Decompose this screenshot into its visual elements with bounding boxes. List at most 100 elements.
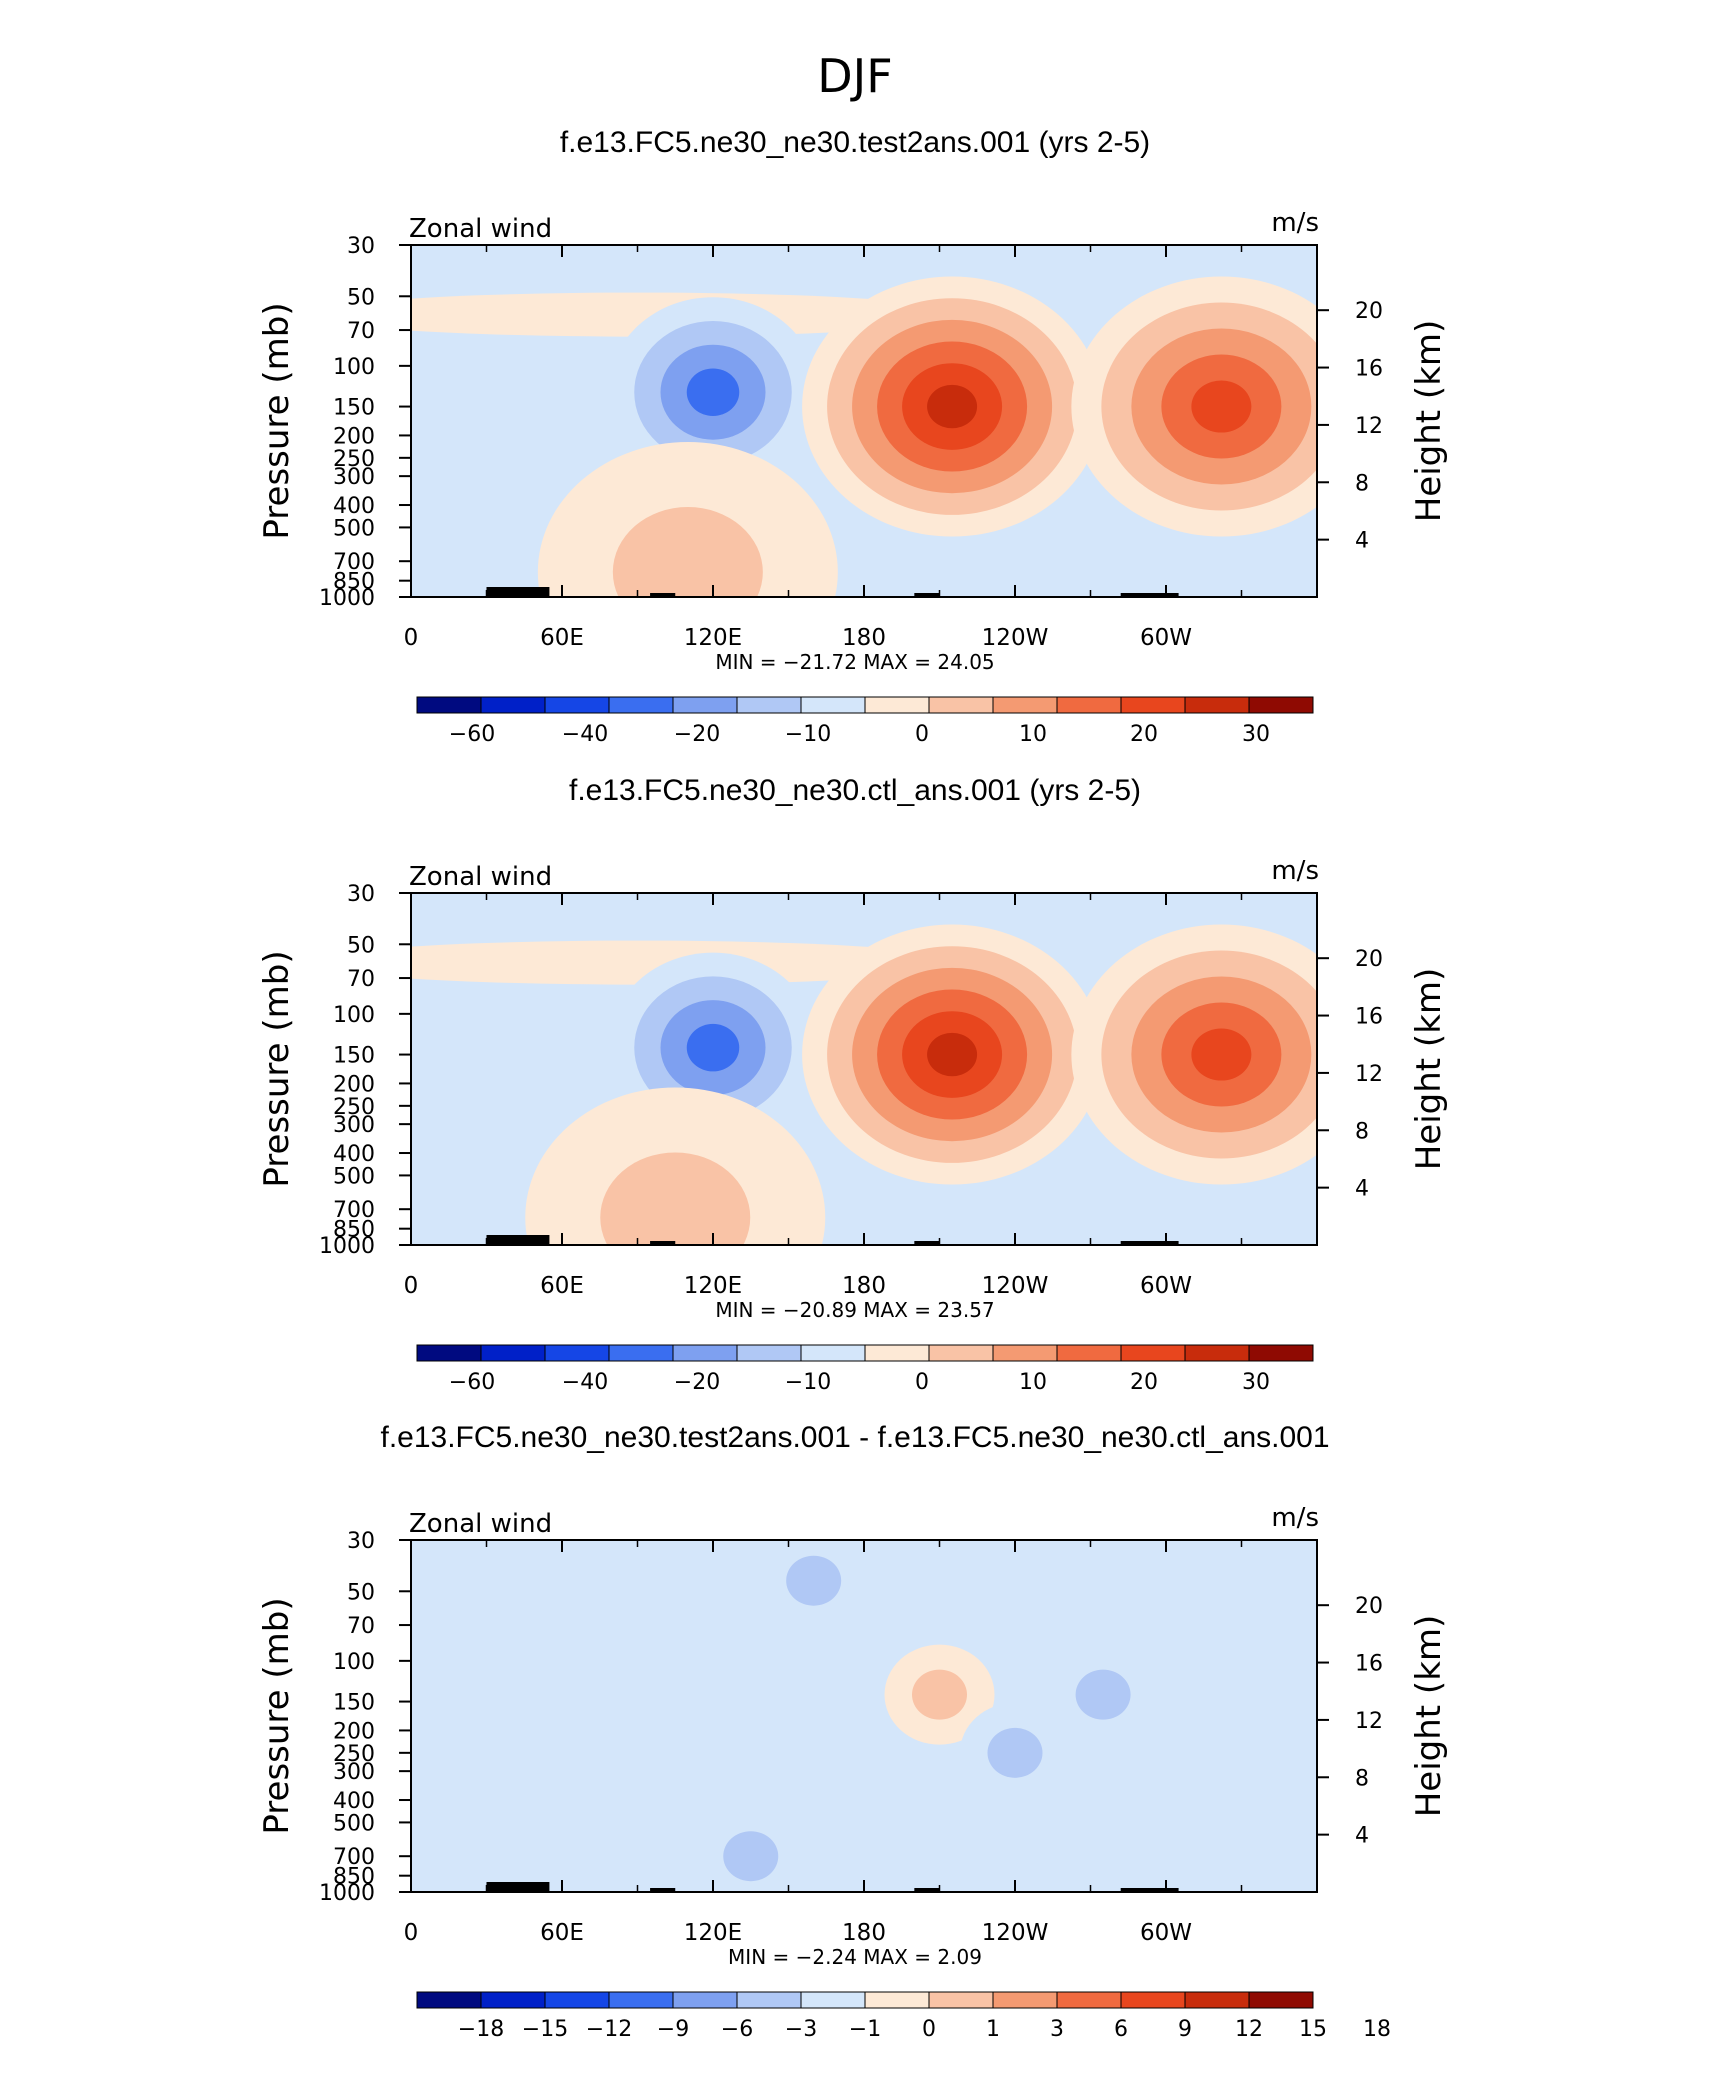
min-max-stats: MIN = −21.72 MAX = 24.05 <box>715 650 994 674</box>
y-tick-label: 850 <box>333 1865 375 1890</box>
y-tick-label: 150 <box>333 1044 375 1069</box>
y-tick-label: 250 <box>333 447 375 472</box>
topography <box>650 1888 676 1892</box>
topography <box>486 587 550 597</box>
x-tick-label: 60W <box>1140 625 1192 651</box>
y-tick-label: 1000 <box>319 1234 375 1259</box>
topography <box>650 1241 676 1245</box>
colorbar-box <box>416 1991 482 2009</box>
colorbar-box <box>1056 696 1122 714</box>
y-tick-label: 100 <box>333 1650 375 1675</box>
colorbar-box <box>608 1344 674 1362</box>
right-tick-label: 16 <box>1355 1652 1383 1677</box>
colorbar-box <box>864 1991 930 2009</box>
colorbar-box <box>928 1344 994 1362</box>
y-tick-label: 250 <box>333 1742 375 1767</box>
colorbar-box <box>736 1344 802 1362</box>
figure-title: DJF <box>817 49 892 103</box>
y-tick-label: 400 <box>333 1789 375 1814</box>
min-max-stats: MIN = −20.89 MAX = 23.57 <box>715 1298 994 1322</box>
y-tick-label: 30 <box>347 1529 375 1554</box>
right-tick-label: 8 <box>1355 1766 1369 1791</box>
y-axis-title: Pressure (mb) <box>257 302 297 539</box>
y-tick-label: 200 <box>333 1719 375 1744</box>
colorbar-label: 6 <box>1114 2017 1128 2042</box>
right-tick-label: 12 <box>1355 1709 1383 1734</box>
left-corner-label: Zonal wind <box>409 1509 552 1539</box>
colorbar-label: 1 <box>986 2017 1000 2042</box>
colorbar-box <box>800 1991 866 2009</box>
contour-feature-1-level-3 <box>686 368 740 416</box>
y-tick-label: 150 <box>333 1691 375 1716</box>
y-tick-label: 300 <box>333 1113 375 1138</box>
colorbar-box <box>928 1991 994 2009</box>
contour-feature-2-level-1 <box>987 1727 1043 1778</box>
topography <box>650 593 676 597</box>
colorbar-label: 9 <box>1178 2017 1192 2042</box>
y-tick-label: 70 <box>347 967 375 992</box>
y-axis-title-right: Height (km) <box>1409 1615 1449 1818</box>
contour-feature-1-level-3 <box>686 1023 740 1072</box>
colorbar-label: −60 <box>449 722 495 747</box>
x-tick-label: 120E <box>684 625 742 651</box>
right-tick-label: 4 <box>1355 1177 1369 1202</box>
colorbar-label: 10 <box>1019 722 1047 747</box>
y-tick-label: 30 <box>347 882 375 907</box>
x-tick-label: 0 <box>404 1920 419 1946</box>
colorbar-label: 30 <box>1242 722 1270 747</box>
right-tick-label: 8 <box>1355 471 1369 496</box>
topography <box>1120 1888 1179 1892</box>
colorbar-box <box>864 1344 930 1362</box>
topography <box>1120 1241 1179 1245</box>
y-tick-label: 200 <box>333 424 375 449</box>
contour-field <box>411 924 1317 1245</box>
colorbar-label: 0 <box>915 1370 929 1395</box>
colorbar-label: −3 <box>785 2017 817 2042</box>
chart-panel-1: f.e13.FC5.ne30_ne30.test2ans.001 (yrs 2-… <box>257 126 1449 747</box>
topography <box>1120 593 1179 597</box>
x-tick-label: 60E <box>540 1273 584 1299</box>
x-tick-label: 120E <box>684 1920 742 1946</box>
colorbar-box <box>1248 1344 1314 1362</box>
colorbar-box <box>1120 1344 1186 1362</box>
contour-feature-3-level-1 <box>1075 1669 1131 1720</box>
y-tick-label: 100 <box>333 355 375 380</box>
panel-title: f.e13.FC5.ne30_ne30.ctl_ans.001 (yrs 2-5… <box>569 774 1141 807</box>
colorbar-label: −6 <box>721 2017 753 2042</box>
colorbar-label: −18 <box>458 2017 504 2042</box>
chart-panel-2: f.e13.FC5.ne30_ne30.ctl_ans.001 (yrs 2-5… <box>257 774 1449 1395</box>
colorbar-box <box>672 696 738 714</box>
contour-feature-3-level-4 <box>1191 1028 1252 1081</box>
y-tick-label: 30 <box>347 234 375 259</box>
y-tick-label: 50 <box>347 285 375 310</box>
contour-field <box>411 276 1317 597</box>
colorbar-box <box>480 1991 546 2009</box>
panel-title: f.e13.FC5.ne30_ne30.test2ans.001 - f.e13… <box>380 1421 1329 1454</box>
panel-title: f.e13.FC5.ne30_ne30.test2ans.001 (yrs 2-… <box>560 126 1150 159</box>
x-tick-label: 120E <box>684 1273 742 1299</box>
left-corner-label: Zonal wind <box>409 862 552 892</box>
contour-feature-4-level-1 <box>600 1152 751 1245</box>
y-tick-label: 700 <box>333 550 375 575</box>
y-tick-label: 70 <box>347 319 375 344</box>
colorbar-box <box>608 1991 674 2009</box>
right-tick-label: 16 <box>1355 357 1383 382</box>
x-tick-label: 60E <box>540 625 584 651</box>
colorbar-box <box>992 1344 1058 1362</box>
contour-feature-4-level-1 <box>612 507 763 597</box>
contour-feature-2-level-5 <box>927 384 978 429</box>
colorbar-label: 18 <box>1363 2017 1391 2042</box>
right-tick-label: 20 <box>1355 299 1383 324</box>
colorbar-box <box>992 696 1058 714</box>
contour-field <box>695 1540 1159 1892</box>
y-axis-title-right: Height (km) <box>1409 968 1449 1171</box>
y-tick-label: 850 <box>333 570 375 595</box>
colorbar-box <box>672 1991 738 2009</box>
right-tick-label: 16 <box>1355 1005 1383 1030</box>
right-tick-label: 4 <box>1355 529 1369 554</box>
y-tick-label: 200 <box>333 1072 375 1097</box>
x-tick-label: 0 <box>404 1273 419 1299</box>
colorbar-box <box>1184 696 1250 714</box>
colorbar-label: 0 <box>922 2017 936 2042</box>
y-tick-label: 850 <box>333 1218 375 1243</box>
